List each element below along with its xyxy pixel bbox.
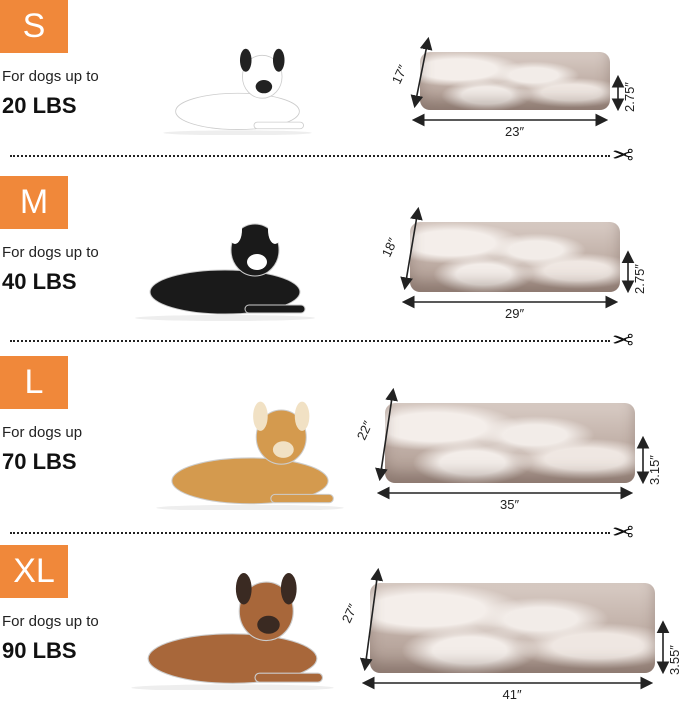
size-badge: L xyxy=(0,356,68,409)
width-label: 23″ xyxy=(505,124,525,139)
weight-limit: 90 LBS xyxy=(2,638,77,663)
dotted-divider xyxy=(10,340,610,342)
size-badge: XL xyxy=(0,545,68,598)
dog-image xyxy=(156,401,344,510)
dog-image xyxy=(131,573,334,690)
dog-bed-image xyxy=(420,52,610,110)
dotted-divider xyxy=(10,532,610,534)
size-badge: S xyxy=(0,0,68,53)
weight-caption: For dogs up xyxy=(2,424,83,441)
dog-bed-image xyxy=(410,222,620,292)
weight-caption: For dogs up to xyxy=(2,613,99,630)
width-label: 41″ xyxy=(502,687,522,702)
width-label: 29″ xyxy=(505,306,525,321)
dog-bed-image xyxy=(385,403,635,483)
weight-limit: 20 LBS xyxy=(2,93,77,118)
weight-caption: For dogs up to xyxy=(2,68,99,85)
dog-bed-image xyxy=(370,583,655,673)
size-badge: M xyxy=(0,176,68,229)
weight-limit: 40 LBS xyxy=(2,269,77,294)
dotted-divider xyxy=(10,155,610,157)
weight-caption: For dogs up to xyxy=(2,244,99,261)
width-label: 35″ xyxy=(500,497,520,512)
weight-limit: 70 LBS xyxy=(2,449,77,474)
dog-image xyxy=(163,48,312,135)
height-label: 3.55″ xyxy=(667,645,679,675)
dog-image xyxy=(135,216,315,321)
